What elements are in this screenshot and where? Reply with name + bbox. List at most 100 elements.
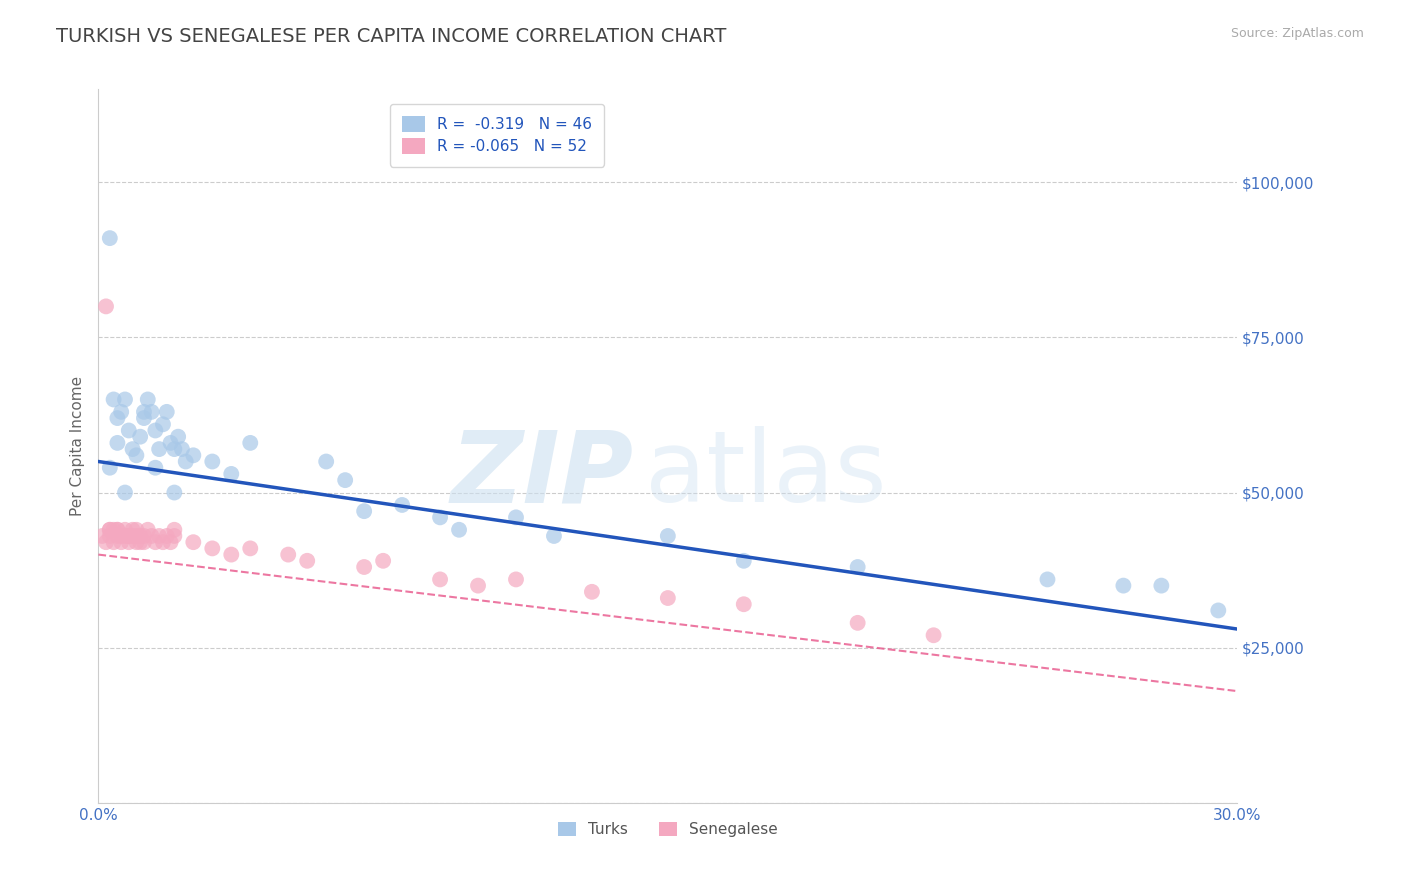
Point [429, 573, 451, 587]
Point [118, 529, 141, 543]
Point [98, 231, 121, 245]
Point [125, 448, 148, 462]
Point [145, 424, 167, 438]
Point [156, 529, 179, 543]
Point [98, 529, 121, 543]
Text: atlas: atlas [645, 426, 887, 523]
Point [733, 554, 755, 568]
Point [391, 498, 413, 512]
Point [136, 523, 159, 537]
Point [129, 529, 152, 543]
Point [335, 473, 357, 487]
Point [505, 573, 527, 587]
Point [467, 579, 489, 593]
Point [107, 523, 129, 537]
Point [221, 467, 243, 481]
Point [159, 535, 181, 549]
Text: ZIP: ZIP [451, 426, 634, 523]
Point [94, 299, 117, 313]
Point [132, 535, 155, 549]
Point [107, 411, 129, 425]
Point [125, 529, 148, 543]
Point [141, 405, 163, 419]
Point [107, 436, 129, 450]
Point [103, 392, 125, 407]
Point [163, 529, 186, 543]
Point [174, 454, 197, 468]
Point [129, 535, 152, 549]
Point [110, 405, 132, 419]
Y-axis label: Per Capita Income: Per Capita Income [69, 376, 84, 516]
Point [1036, 573, 1059, 587]
Point [543, 529, 565, 543]
Point [110, 529, 132, 543]
Text: Source: ZipAtlas.com: Source: ZipAtlas.com [1230, 27, 1364, 40]
Point [107, 523, 129, 537]
Point [98, 523, 121, 537]
Point [163, 523, 186, 537]
Point [118, 529, 141, 543]
Point [121, 523, 143, 537]
Point [141, 529, 163, 543]
Point [429, 510, 451, 524]
Point [121, 529, 143, 543]
Point [315, 454, 337, 468]
Point [505, 510, 527, 524]
Point [1208, 603, 1230, 617]
Point [449, 523, 471, 537]
Point [118, 424, 141, 438]
Point [353, 560, 375, 574]
Point [163, 442, 186, 456]
Point [110, 535, 132, 549]
Point [201, 454, 224, 468]
Point [114, 485, 136, 500]
Point [98, 523, 121, 537]
Point [114, 529, 136, 543]
Point [129, 430, 152, 444]
Point [239, 436, 262, 450]
Point [733, 597, 755, 611]
Point [201, 541, 224, 556]
Point [657, 529, 679, 543]
Point [91, 529, 114, 543]
Point [132, 529, 155, 543]
Point [159, 436, 181, 450]
Point [118, 535, 141, 549]
Point [98, 460, 121, 475]
Point [183, 535, 205, 549]
Point [183, 448, 205, 462]
Point [114, 392, 136, 407]
Point [152, 417, 174, 432]
Point [132, 405, 155, 419]
Point [353, 504, 375, 518]
Point [846, 560, 869, 574]
Point [136, 392, 159, 407]
Point [221, 548, 243, 562]
Point [277, 548, 299, 562]
Point [103, 523, 125, 537]
Point [125, 523, 148, 537]
Point [922, 628, 945, 642]
Point [167, 430, 190, 444]
Point [132, 411, 155, 425]
Point [371, 554, 394, 568]
Point [103, 535, 125, 549]
Point [163, 485, 186, 500]
Point [170, 442, 193, 456]
Point [152, 535, 174, 549]
Point [114, 523, 136, 537]
Point [846, 615, 869, 630]
Point [148, 529, 170, 543]
Point [145, 535, 167, 549]
Legend: Turks, Senegalese: Turks, Senegalese [550, 814, 786, 845]
Point [239, 541, 262, 556]
Point [657, 591, 679, 605]
Point [107, 529, 129, 543]
Point [125, 535, 148, 549]
Point [1150, 579, 1173, 593]
Point [297, 554, 319, 568]
Point [156, 405, 179, 419]
Point [121, 442, 143, 456]
Point [94, 535, 117, 549]
Text: TURKISH VS SENEGALESE PER CAPITA INCOME CORRELATION CHART: TURKISH VS SENEGALESE PER CAPITA INCOME … [56, 27, 727, 45]
